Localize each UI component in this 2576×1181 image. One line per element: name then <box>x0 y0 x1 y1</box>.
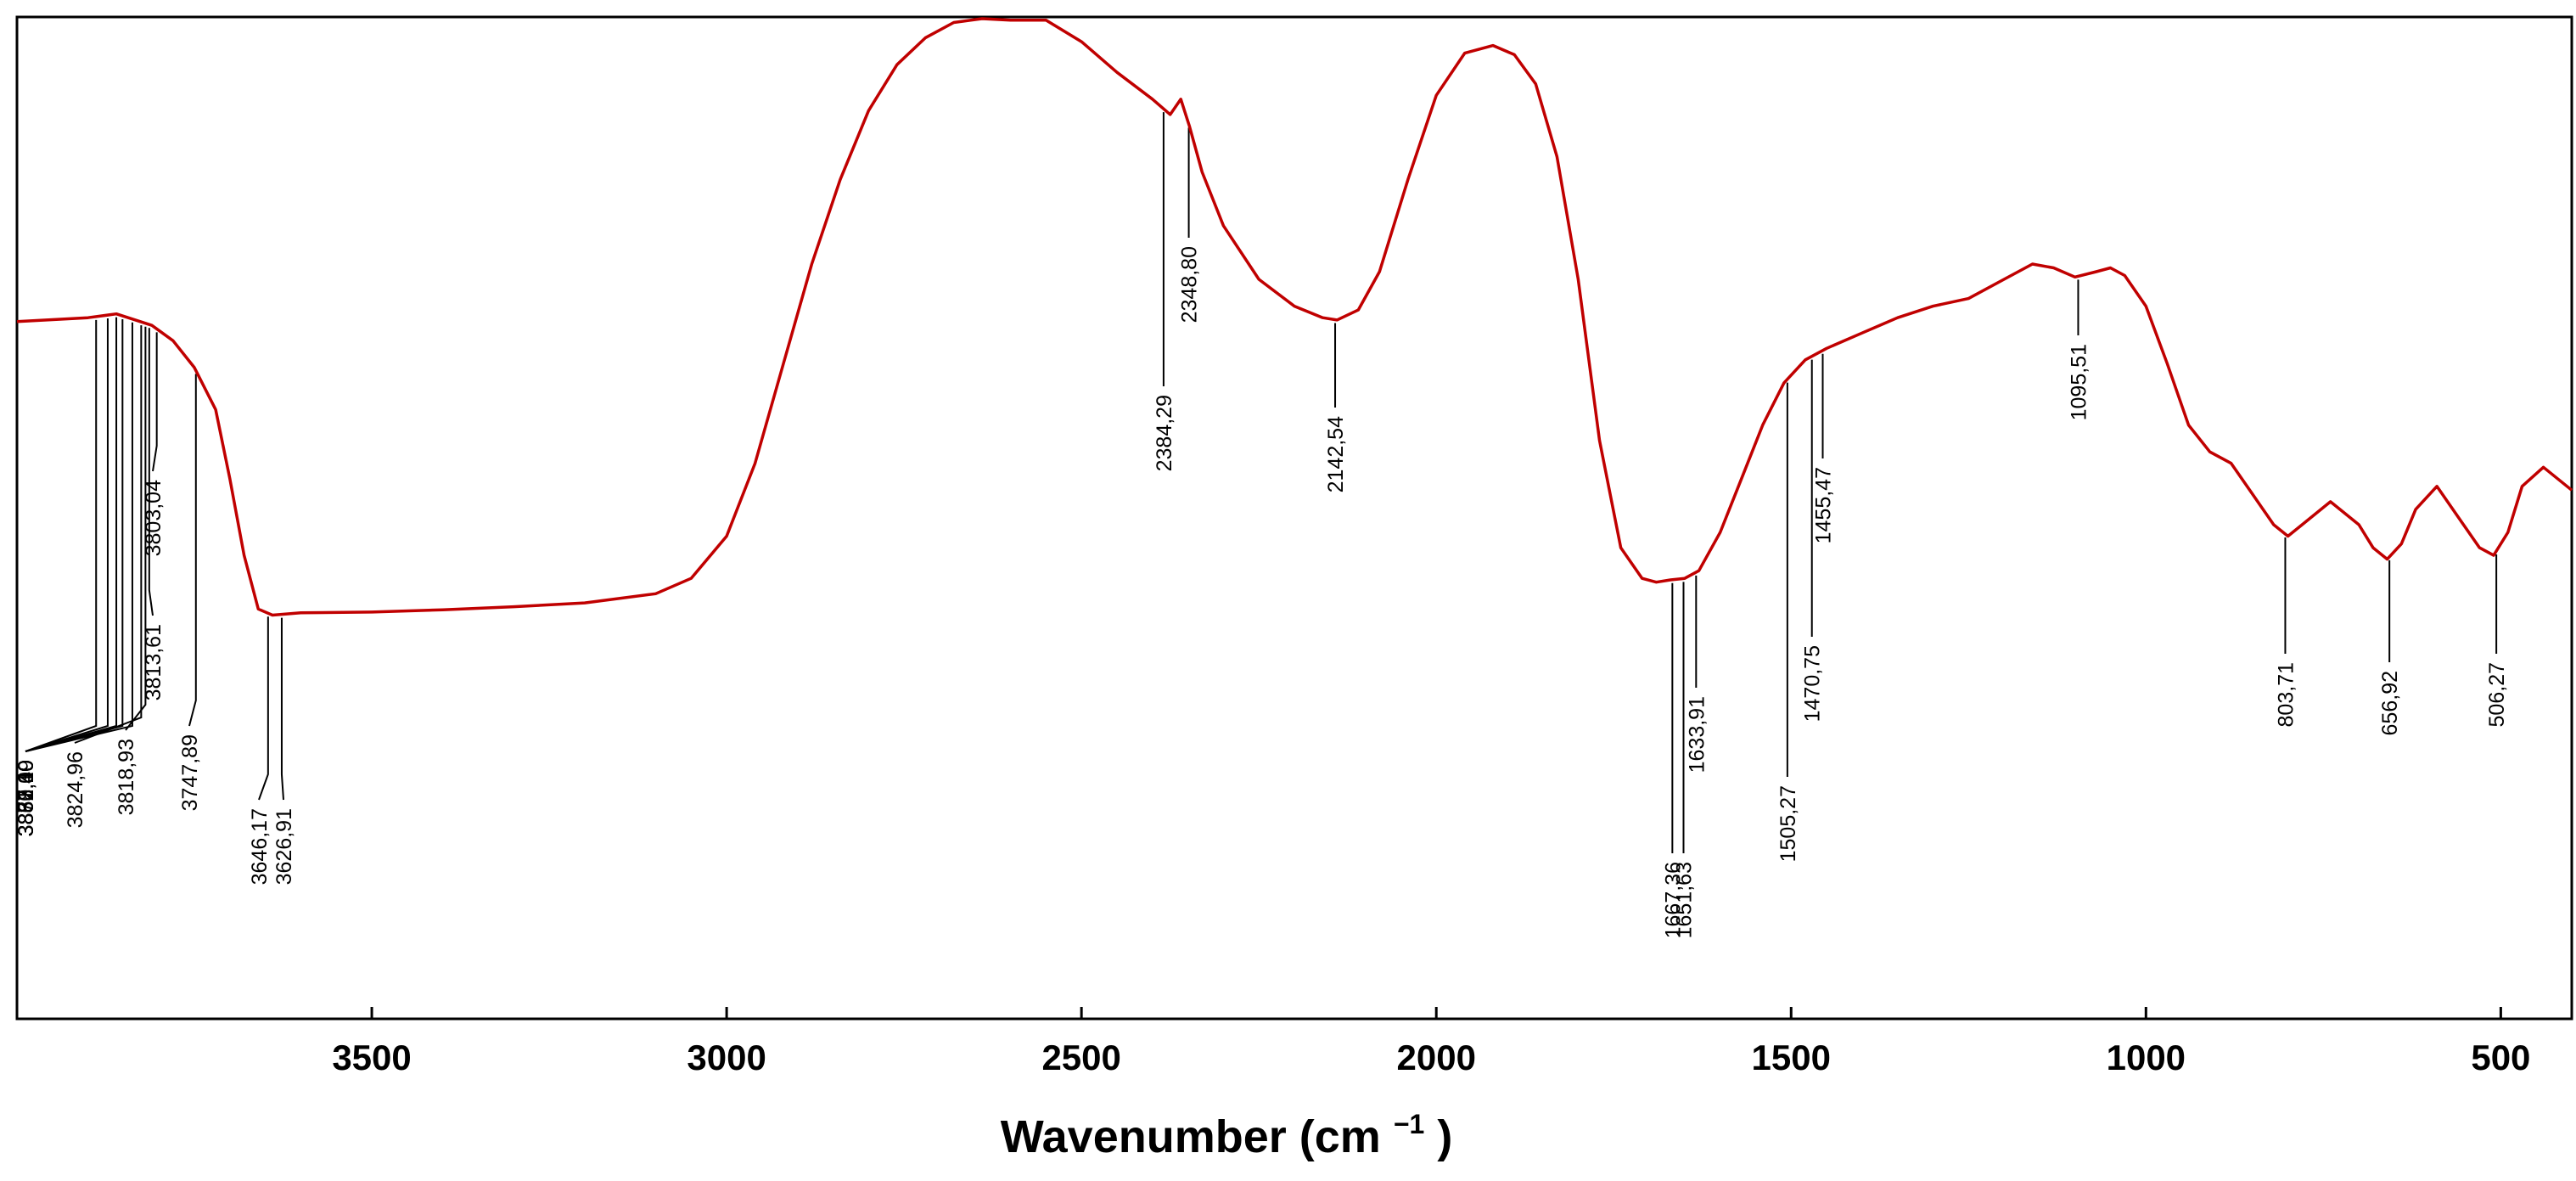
x-tick-label: 500 <box>2471 1038 2530 1077</box>
peak-label: 1470,75 <box>1801 645 1825 722</box>
x-axis-title-text: Wavenumber <box>1001 1111 1287 1162</box>
peak-label: 3818,93 <box>115 739 138 815</box>
peak-label: 2384,29 <box>1153 395 1176 471</box>
peak-label: 3747,89 <box>178 734 202 811</box>
peak-label: 3888,49 <box>14 760 38 836</box>
peak-label: 3872,10 <box>14 760 38 836</box>
x-tick-label: 1000 <box>2107 1038 2186 1077</box>
peak-leader-line <box>152 332 158 472</box>
peak-label: 1667,36 <box>1661 862 1685 938</box>
x-axis-title: Wavenumber (cm −1 ) <box>1001 1093 1453 1162</box>
peak-leader-line <box>258 616 269 801</box>
peak-label: 1651,63 <box>1672 862 1696 938</box>
peak-label: 2142,54 <box>1324 416 1348 492</box>
x-tick-label: 3500 <box>332 1038 411 1077</box>
x-axis-units-superscript: −1 <box>1394 1109 1424 1139</box>
peak-label: 3813,61 <box>142 624 166 700</box>
peak-label: 1095,51 <box>2067 344 2091 420</box>
x-axis-units: (cm <box>1299 1111 1381 1162</box>
peak-label: 803,71 <box>2274 662 2298 727</box>
peak-label: 3803,04 <box>142 480 166 556</box>
peak-label: 656,92 <box>2378 671 2402 735</box>
peak-label: 3824,96 <box>64 751 87 828</box>
peak-label: 1633,91 <box>1685 696 1709 773</box>
peak-label: 3646,17 <box>248 808 272 885</box>
x-tick-label: 2000 <box>1397 1038 1476 1077</box>
x-axis-units-close: ) <box>1437 1111 1452 1162</box>
peak-leader-line <box>148 328 154 616</box>
peak-leader-line <box>25 319 98 752</box>
peak-leader-line <box>188 374 197 727</box>
peak-label: 1505,27 <box>1776 785 1800 862</box>
peak-label: 3851,30 <box>14 760 38 836</box>
peak-label: 506,27 <box>2485 662 2509 727</box>
spectrum-line <box>16 17 2573 617</box>
peak-label: 3860,00 <box>14 760 38 836</box>
x-tick-label: 2500 <box>1041 1038 1120 1077</box>
peak-label: 3837,40 <box>14 760 38 836</box>
peak-label: 1455,47 <box>1812 467 1836 543</box>
x-tick-label: 3000 <box>687 1038 766 1077</box>
peak-leader-line <box>125 326 147 731</box>
x-axis-ticks: 3500 3000 2500 2000 1500 1000 500 <box>332 1007 2530 1077</box>
peak-leader-line <box>74 325 143 744</box>
peak-leader-line <box>280 617 284 801</box>
peak-label: 2348,80 <box>1178 246 1202 323</box>
plot-area <box>15 15 2573 1021</box>
peak-label: 3626,91 <box>272 808 296 885</box>
peak-leader-line <box>25 322 133 752</box>
x-tick-label: 1500 <box>1752 1038 1831 1077</box>
